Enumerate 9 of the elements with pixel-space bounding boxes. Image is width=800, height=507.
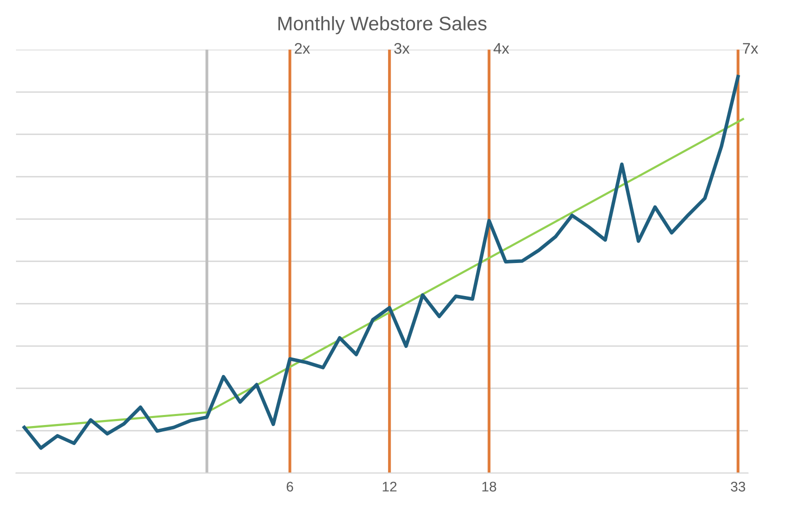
- ref-line-label: 2x: [294, 42, 310, 54]
- x-tick-label: 33: [730, 482, 746, 492]
- x-tick-label: 12: [382, 482, 396, 492]
- ref-line-label: 3x: [394, 42, 410, 54]
- ref-line-label: 4x: [494, 43, 510, 54]
- chart-title: Monthly Webstore Sales: [278, 16, 486, 34]
- x-tick-label: 6: [286, 482, 294, 492]
- ref-line-label: 7x: [742, 43, 758, 54]
- x-tick-label: 18: [482, 482, 496, 492]
